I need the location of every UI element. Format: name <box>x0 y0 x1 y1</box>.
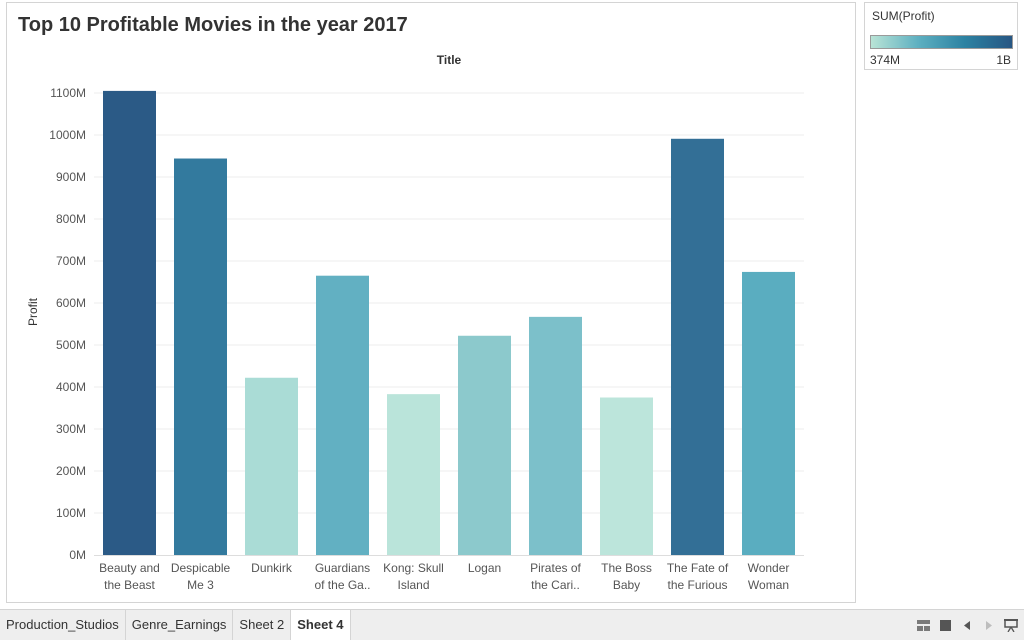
x-tick-label: the Cari.. <box>531 578 580 592</box>
x-tick-label: the Furious <box>667 578 727 592</box>
legend-title: SUM(Profit) <box>872 9 935 23</box>
x-tick-label: Despicable <box>171 561 231 575</box>
y-tick-label: 100M <box>56 506 86 520</box>
x-tick-label: the Beast <box>104 578 155 592</box>
legend-min-label: 374M <box>870 53 901 67</box>
grid-view-icon[interactable] <box>916 619 930 632</box>
x-tick-label: Baby <box>613 578 640 592</box>
x-tick-label: Woman <box>748 578 789 592</box>
y-axis-label: Profit <box>26 297 40 326</box>
y-tick-label: 1000M <box>49 128 86 142</box>
worksheet-pane: Top 10 Profitable Movies in the year 201… <box>6 2 856 603</box>
x-tick-label: Logan <box>468 561 501 575</box>
y-tick-label: 300M <box>56 422 86 436</box>
y-tick-label: 700M <box>56 254 86 268</box>
x-tick-label: Island <box>397 578 429 592</box>
bar[interactable] <box>174 158 227 555</box>
y-tick-label: 800M <box>56 212 86 226</box>
presentation-mode-icon[interactable] <box>1004 619 1018 632</box>
bar[interactable] <box>387 394 440 555</box>
y-tick-label: 1100M <box>50 86 86 100</box>
x-tick-label: Dunkirk <box>251 561 293 575</box>
y-tick-label: 200M <box>56 464 86 478</box>
legend-color-ramp <box>870 35 1013 49</box>
bar[interactable] <box>458 335 511 555</box>
bar[interactable] <box>245 377 298 555</box>
y-tick-label: 0M <box>69 548 86 562</box>
previous-sheet-icon[interactable] <box>960 619 974 632</box>
x-tick-label: The Boss <box>601 561 652 575</box>
bar[interactable] <box>103 90 156 556</box>
bar[interactable] <box>316 275 369 555</box>
y-tick-label: 400M <box>56 380 86 394</box>
x-tick-label: Wonder <box>748 561 790 575</box>
x-tick-label: Me 3 <box>187 578 214 592</box>
x-tick-label: Guardians <box>315 561 370 575</box>
bar[interactable] <box>600 397 653 556</box>
y-tick-label: 500M <box>56 338 86 352</box>
bar[interactable] <box>671 138 724 555</box>
x-tick-label: Pirates of <box>530 561 581 575</box>
tab-genre-earnings[interactable]: Genre_Earnings <box>126 610 234 640</box>
sheet-title: Top 10 Profitable Movies in the year 201… <box>18 14 408 36</box>
next-sheet-icon[interactable] <box>982 619 996 632</box>
tab-production-studios[interactable]: Production_Studios <box>0 610 126 640</box>
bar[interactable] <box>529 316 582 555</box>
color-legend[interactable]: SUM(Profit) 374M 1B <box>864 2 1018 70</box>
y-tick-label: 900M <box>56 170 86 184</box>
x-tick-label: of the Ga.. <box>314 578 370 592</box>
bar-chart: Title 0M 100M 200M 300M 400M 500M 600M 700M 800M 9… <box>26 53 804 592</box>
x-tick-label: Beauty and <box>99 561 160 575</box>
bar[interactable] <box>742 271 795 555</box>
legend-max-label: 1B <box>996 53 1011 67</box>
y-tick-label: 600M <box>56 296 86 310</box>
x-tick-label: The Fate of <box>667 561 729 575</box>
x-tick-label: Kong: Skull <box>383 561 444 575</box>
single-view-icon[interactable] <box>938 619 952 632</box>
tab-sheet-4[interactable]: Sheet 4 <box>291 610 351 640</box>
tab-navigation <box>916 619 1018 632</box>
column-header: Title <box>437 53 462 67</box>
tab-sheet-2[interactable]: Sheet 2 <box>233 610 292 640</box>
